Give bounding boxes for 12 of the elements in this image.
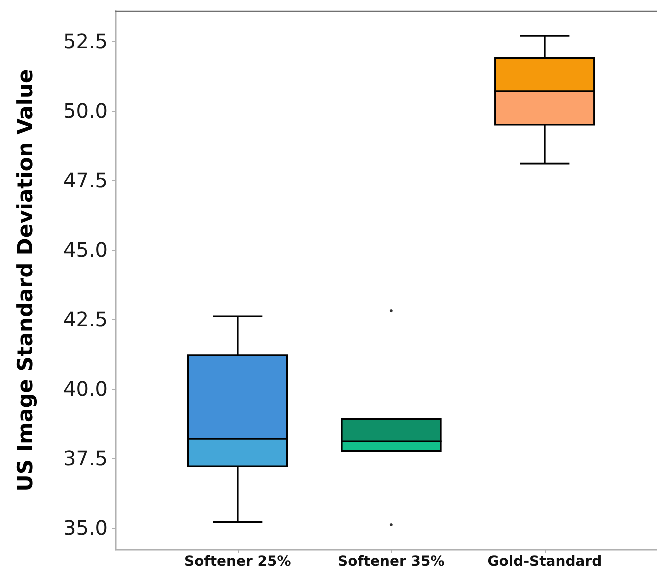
y-tick-label: 37.5 — [63, 446, 108, 470]
y-tick-label: 52.5 — [63, 30, 108, 54]
x-tick-label: Gold-Standard — [488, 554, 602, 570]
y-tick-label: 45.0 — [63, 238, 108, 262]
y-tick-label: 50.0 — [63, 99, 108, 124]
x-tick-label: Softener 35% — [338, 554, 445, 570]
y-axis-title: US Image Standard Deviation Value — [14, 69, 38, 492]
y-tick-label: 40.0 — [63, 376, 108, 401]
y-tick-label: 42.5 — [63, 307, 108, 332]
x-tick-label: Softener 25% — [184, 554, 292, 570]
y-tick-label: 47.5 — [63, 168, 108, 192]
y-tick-label: 35.0 — [63, 516, 108, 540]
